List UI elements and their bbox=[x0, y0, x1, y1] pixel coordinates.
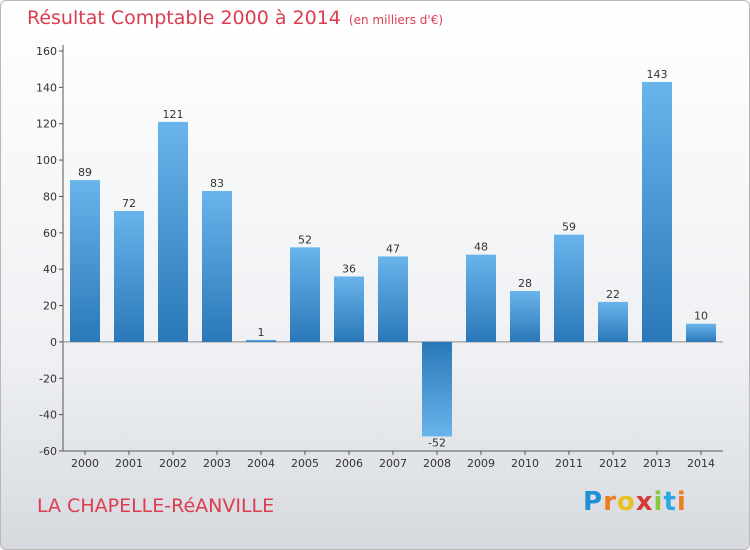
bar-2003 bbox=[202, 191, 232, 342]
bar-2008 bbox=[422, 341, 452, 437]
bar-2012 bbox=[598, 301, 628, 342]
logo-letter: r bbox=[603, 487, 617, 517]
x-tick-label: 2002 bbox=[159, 457, 187, 470]
data-label-2006: 36 bbox=[342, 262, 356, 275]
x-tick-label: 2010 bbox=[511, 457, 539, 470]
data-label-2014: 10 bbox=[694, 310, 708, 323]
y-tick-label: 120 bbox=[36, 118, 57, 131]
x-tick-label: 2012 bbox=[599, 457, 627, 470]
logo-letter: i bbox=[676, 487, 687, 517]
data-label-2005: 52 bbox=[298, 233, 312, 246]
data-label-2013: 143 bbox=[647, 68, 668, 81]
x-tick-label: 2000 bbox=[71, 457, 99, 470]
y-tick-label: -60 bbox=[39, 445, 57, 458]
x-tick-label: 2014 bbox=[687, 457, 715, 470]
bar-2014 bbox=[686, 323, 716, 342]
y-tick-label: 60 bbox=[43, 227, 57, 240]
chart-title: Résultat Comptable 2000 à 2014 (en millie… bbox=[27, 7, 443, 29]
x-tick-label: 2011 bbox=[555, 457, 583, 470]
bar-2000 bbox=[70, 180, 100, 342]
x-tick-label: 2001 bbox=[115, 457, 143, 470]
bar-2011 bbox=[554, 234, 584, 342]
logo-letter: x bbox=[635, 487, 654, 517]
y-tick-label: 0 bbox=[50, 336, 57, 349]
data-label-2011: 59 bbox=[562, 221, 576, 234]
data-label-2010: 28 bbox=[518, 277, 532, 290]
x-tick-label: 2006 bbox=[335, 457, 363, 470]
y-tick-label: 160 bbox=[36, 45, 57, 58]
bar-2001 bbox=[114, 211, 144, 342]
y-tick-label: 40 bbox=[43, 263, 57, 276]
logo-letter: t bbox=[663, 487, 677, 517]
logo-letter: P bbox=[583, 487, 604, 517]
data-label-2009: 48 bbox=[474, 241, 488, 254]
logo-letter: i bbox=[653, 487, 664, 517]
data-label-2007: 47 bbox=[386, 242, 400, 255]
data-label-2002: 121 bbox=[163, 108, 184, 121]
x-tick-label: 2003 bbox=[203, 457, 231, 470]
data-label-2008: -52 bbox=[428, 436, 446, 449]
bar-2006 bbox=[334, 276, 364, 342]
data-label-2003: 83 bbox=[210, 177, 224, 190]
y-tick-label: 80 bbox=[43, 190, 57, 203]
chart-title-text: Résultat Comptable 2000 à 2014 bbox=[27, 7, 341, 29]
x-tick-label: 2008 bbox=[423, 457, 451, 470]
bar-2009 bbox=[466, 254, 496, 342]
data-label-2004: 1 bbox=[258, 326, 265, 339]
x-tick-label: 2013 bbox=[643, 457, 671, 470]
x-tick-label: 2004 bbox=[247, 457, 275, 470]
data-label-2012: 22 bbox=[606, 288, 620, 301]
y-tick-label: -20 bbox=[39, 372, 57, 385]
y-tick-label: -40 bbox=[39, 409, 57, 422]
logo-letter: o bbox=[616, 487, 636, 517]
chart-subtitle: (en milliers d'€) bbox=[348, 13, 444, 27]
data-label-2000: 89 bbox=[78, 166, 92, 179]
y-tick-label: 140 bbox=[36, 81, 57, 94]
bar-2005 bbox=[290, 247, 320, 342]
x-tick-label: 2005 bbox=[291, 457, 319, 470]
bar-2007 bbox=[378, 256, 408, 342]
bar-2004 bbox=[246, 339, 276, 342]
x-tick-label: 2007 bbox=[379, 457, 407, 470]
bar-2010 bbox=[510, 291, 540, 342]
place-name: LA CHAPELLE-RéANVILLE bbox=[37, 495, 275, 517]
proxiti-logo: Proxiti bbox=[583, 487, 687, 517]
bar-2013 bbox=[642, 81, 672, 342]
x-tick-label: 2009 bbox=[467, 457, 495, 470]
bar-2002 bbox=[158, 121, 188, 342]
data-label-2001: 72 bbox=[122, 197, 136, 210]
y-tick-label: 100 bbox=[36, 154, 57, 167]
y-tick-label: 20 bbox=[43, 300, 57, 313]
